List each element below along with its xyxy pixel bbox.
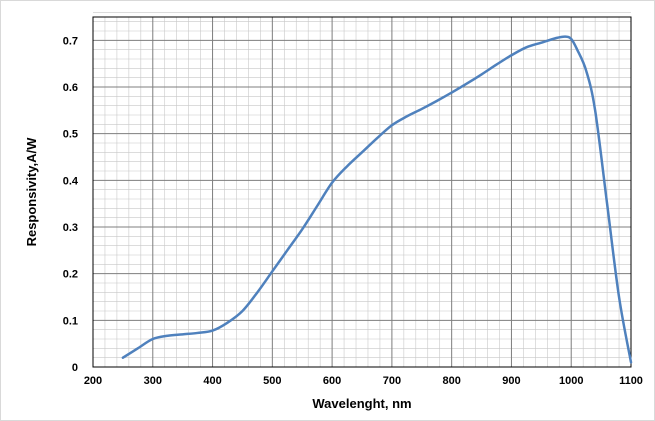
y-tick-label: 0.5 — [63, 129, 78, 141]
y-tick-label: 0.7 — [63, 35, 78, 47]
y-tick-label: 0.3 — [63, 222, 78, 234]
major-gridlines — [92, 17, 632, 368]
y-tick-label: 0.4 — [63, 175, 79, 187]
x-tick-label: 300 — [144, 375, 162, 387]
x-tick-label: 1100 — [619, 375, 643, 387]
x-axis-ticks: 200 300 400 500 600 700 800 900 1000 1100 — [84, 375, 643, 387]
plot-frame — [92, 16, 632, 368]
series-layer — [121, 35, 633, 364]
y-axis-title: Responsivity,A/W — [24, 137, 39, 247]
responsivity-series-line — [121, 35, 633, 364]
x-tick-label: 1000 — [559, 375, 583, 387]
x-tick-label: 900 — [502, 375, 520, 387]
y-tick-label: 0 — [72, 362, 78, 374]
x-tick-label: 600 — [323, 375, 341, 387]
y-tick-label: 0.6 — [63, 82, 78, 94]
y-tick-label: 0.2 — [63, 269, 78, 281]
x-tick-label: 700 — [383, 375, 401, 387]
x-tick-label: 500 — [263, 375, 281, 387]
y-axis-ticks: 0 0.1 0.2 0.3 0.4 0.5 0.6 0.7 — [63, 35, 79, 374]
x-tick-label: 400 — [203, 375, 221, 387]
y-tick-label: 0.1 — [63, 315, 78, 327]
x-axis-title: Wavelenght, nm — [312, 396, 411, 411]
x-tick-label: 800 — [442, 375, 460, 387]
x-tick-label: 200 — [84, 375, 102, 387]
plot-area — [93, 17, 631, 367]
